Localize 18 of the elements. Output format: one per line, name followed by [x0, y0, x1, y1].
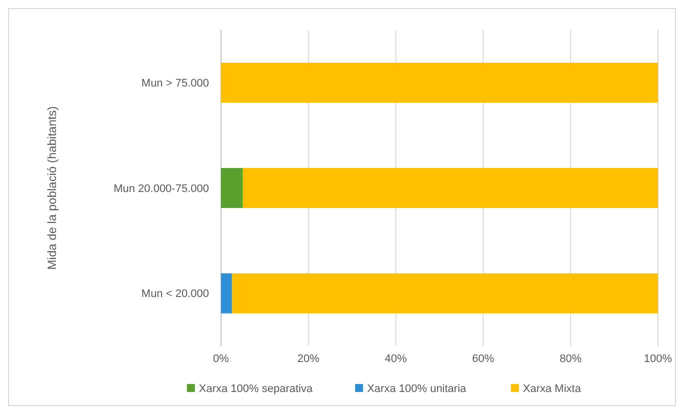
y-axis-title: Mida de la població (habitants): [45, 106, 59, 270]
legend-label: Xarxa 100% separativa: [198, 383, 314, 395]
x-tick-label: 0%: [213, 353, 230, 365]
bar: [242, 168, 658, 208]
legend-label: Xarxa Mixta: [522, 383, 582, 395]
x-tick-label: 40%: [384, 353, 408, 365]
y-tick-label: Mun < 20.000: [141, 288, 209, 300]
y-tick-label: Mun > 75.000: [141, 78, 209, 90]
bar: [221, 62, 658, 103]
bar: [221, 168, 243, 208]
y-tick-label: Mun 20.000-75.000: [114, 182, 209, 195]
legend-label: Xarxa 100% unitaria: [367, 383, 468, 395]
x-tick-label: 80%: [560, 353, 582, 365]
x-tick-label: 100%: [644, 353, 672, 365]
x-tick-label: 20%: [297, 353, 320, 365]
bar: [232, 273, 658, 314]
x-tick-label: 60%: [472, 353, 494, 365]
bar: [221, 273, 232, 314]
